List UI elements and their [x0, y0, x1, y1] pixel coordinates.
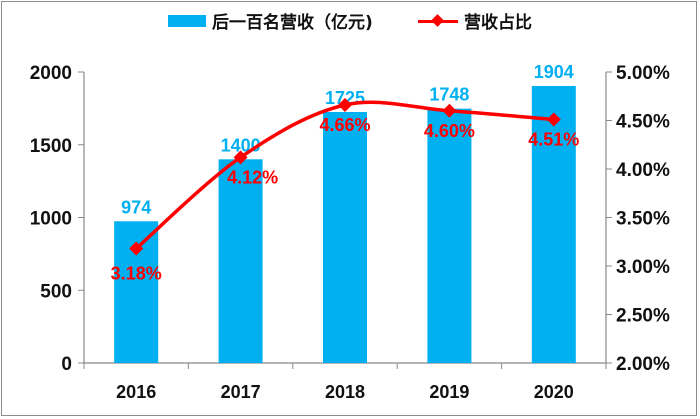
- left-tick-label: 2000: [30, 63, 72, 84]
- bar-value-label: 1748: [429, 85, 469, 105]
- right-tick-label: 4.00%: [616, 160, 670, 181]
- legend-label-share: 营收占比: [464, 13, 532, 33]
- left-tick-label: 1500: [30, 136, 72, 157]
- left-tick-label: 500: [40, 281, 72, 302]
- share-value-label: 4.51%: [528, 130, 579, 150]
- x-tick-label: 2016: [116, 382, 156, 402]
- bar: [531, 85, 576, 363]
- left-tick-label: 1000: [30, 209, 72, 230]
- legend-label-revenue: 后一百名营收（亿元): [212, 13, 373, 33]
- x-tick-label: 2017: [221, 382, 261, 402]
- share-marker: [233, 150, 248, 165]
- legend-item-revenue: 后一百名营收（亿元): [168, 8, 373, 33]
- legend-item-share: 营收占比: [418, 8, 532, 33]
- legend-swatch-bar: [168, 14, 206, 27]
- share-marker: [546, 112, 561, 127]
- share-marker: [129, 241, 144, 256]
- x-tick-label: 2020: [534, 382, 574, 402]
- right-tick-label: 2.00%: [616, 354, 670, 375]
- left-tick-label: 0: [61, 354, 72, 375]
- right-tick-label: 5.00%: [616, 63, 670, 84]
- bar: [323, 112, 367, 363]
- share-value-label: 4.60%: [424, 121, 475, 141]
- share-value-label: 4.12%: [227, 167, 278, 187]
- x-tick-label: 2018: [325, 382, 365, 402]
- share-value-label: 4.66%: [319, 115, 370, 135]
- share-value-label: 3.18%: [111, 264, 162, 284]
- right-tick-label: 3.00%: [616, 257, 670, 278]
- x-tick-label: 2019: [429, 382, 469, 402]
- bar-value-label: 974: [121, 197, 151, 217]
- bar-value-label: 1904: [534, 62, 574, 82]
- legend-swatch-line: [418, 15, 458, 27]
- right-tick-label: 2.50%: [616, 306, 670, 327]
- share-marker: [442, 103, 457, 118]
- share-marker: [338, 97, 352, 112]
- legend: 后一百名营收（亿元) 营收占比: [0, 8, 700, 38]
- right-tick-label: 3.50%: [616, 209, 670, 230]
- right-tick-label: 4.50%: [616, 112, 670, 133]
- bar: [218, 159, 263, 363]
- bar: [427, 108, 472, 363]
